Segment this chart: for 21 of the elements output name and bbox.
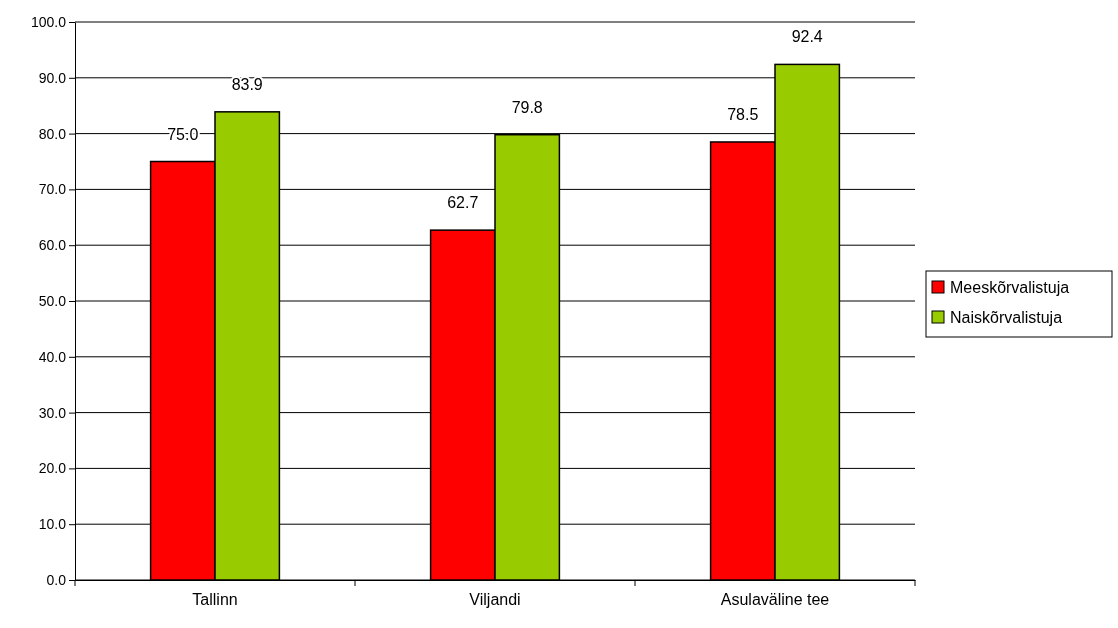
- x-tick-label: Tallinn: [192, 591, 238, 609]
- y-tick-label: 50.0: [38, 292, 67, 309]
- y-tick-label: 60.0: [38, 237, 67, 254]
- y-tick-label: 30.0: [38, 404, 67, 421]
- legend-label: Meeskõrvalistuja: [950, 279, 1070, 296]
- y-tick-label: 100.0: [30, 13, 67, 30]
- y-tick-label: 90.0: [38, 69, 67, 86]
- y-tick-label: 80.0: [38, 125, 67, 142]
- legend-label: Naiskõrvalistuja: [950, 309, 1063, 326]
- y-tick-label: 40.0: [38, 348, 67, 365]
- data-label: 62.7: [447, 194, 479, 212]
- data-label: 79.8: [511, 98, 543, 116]
- data-label: 92.4: [791, 28, 823, 46]
- data-label: 78.5: [727, 105, 759, 123]
- x-tick-label: Asulaväline tee: [720, 591, 830, 609]
- y-tick-label: 10.0: [38, 516, 67, 533]
- y-tick-label: 0.0: [46, 571, 67, 588]
- y-tick-label: 20.0: [38, 460, 67, 477]
- data-label: 83.9: [231, 75, 263, 93]
- x-tick-label: Viljandi: [469, 591, 521, 609]
- y-tick-label: 70.0: [38, 181, 67, 198]
